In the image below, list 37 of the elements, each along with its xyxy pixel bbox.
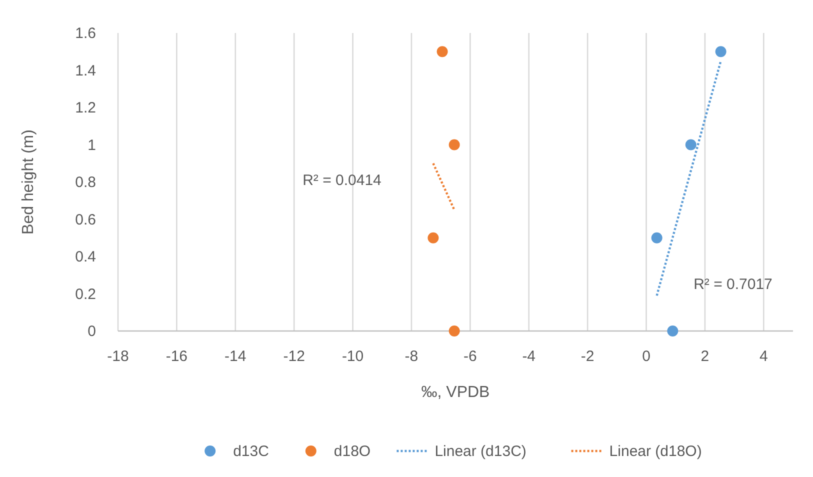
y-tick-label: 1.4 bbox=[75, 62, 96, 80]
legend-label: Linear (d13C) bbox=[434, 443, 526, 460]
point bbox=[436, 46, 448, 58]
x-tick-label: -10 bbox=[342, 348, 364, 365]
x-tick-label: 4 bbox=[759, 348, 768, 365]
y-axis-title: Bed height (m) bbox=[20, 130, 37, 234]
x-tick-label: 0 bbox=[642, 348, 650, 365]
point bbox=[448, 139, 460, 150]
x-axis-title: ‰, VPDB bbox=[421, 384, 490, 401]
y-tick-label: 1 bbox=[88, 136, 96, 154]
point bbox=[685, 139, 696, 150]
y-tick-label: 0.4 bbox=[75, 248, 96, 266]
y-tick-label: 0.8 bbox=[75, 174, 96, 191]
point bbox=[448, 326, 460, 336]
x-tick-label: -4 bbox=[522, 348, 536, 365]
x-tick-label: -8 bbox=[404, 348, 418, 365]
x-tick-label: -14 bbox=[224, 348, 246, 365]
y-tick-label: 1.6 bbox=[75, 25, 96, 42]
x-tick-label: -2 bbox=[580, 348, 594, 365]
point bbox=[667, 326, 678, 336]
point bbox=[428, 232, 439, 244]
legend-label: Linear (d18O) bbox=[609, 443, 702, 460]
x-tick-label: -6 bbox=[464, 348, 477, 365]
y-tick-label: 0.6 bbox=[75, 211, 96, 228]
legend-label: d18O bbox=[334, 443, 371, 460]
annotation: R² = 0.0414 bbox=[302, 172, 382, 189]
x-tick-label: -12 bbox=[283, 348, 305, 365]
point bbox=[715, 46, 726, 58]
y-tick-label: 0 bbox=[88, 323, 96, 340]
y-tick-label: 0.2 bbox=[75, 286, 96, 303]
point bbox=[651, 232, 662, 244]
x-tick-label: -18 bbox=[107, 348, 129, 365]
x-tick-label: 2 bbox=[700, 348, 710, 365]
legend-label: d13C bbox=[233, 443, 270, 460]
y-tick-label: 1.2 bbox=[75, 100, 96, 116]
annotation: R² = 0.7017 bbox=[694, 276, 772, 293]
x-tick-label: -16 bbox=[166, 348, 188, 365]
